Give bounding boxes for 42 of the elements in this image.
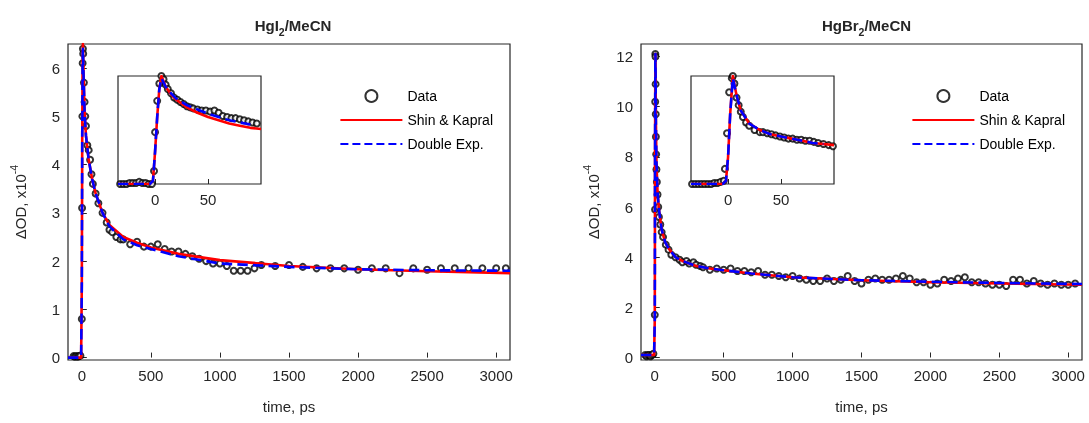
x-tick-label: 2500 [410, 367, 444, 384]
y-tick-label: 0 [51, 349, 60, 367]
y-tick-label: 10 [616, 98, 633, 116]
x-tick-label: 3000 [479, 367, 513, 384]
x-tick-label: 1500 [844, 367, 879, 384]
y-tick-label: 4 [624, 248, 633, 266]
x-tick-label: 50 [772, 191, 790, 208]
x-tick-label: 0 [650, 367, 659, 384]
y-tick-label: 1 [51, 300, 60, 318]
y-tick-label: 4 [51, 156, 60, 174]
y-axis-title: ΔOD, x10-4 [580, 164, 602, 240]
x-tick-label: 0 [77, 367, 86, 384]
x-tick-label: 3000 [1051, 367, 1085, 384]
legend-label: Double Exp. [979, 136, 1056, 152]
legend-label: Shin & Kapral [407, 112, 493, 128]
x-tick-label: 500 [711, 367, 737, 384]
x-tick-label: 1500 [272, 367, 306, 384]
x-tick-label: 2000 [913, 367, 948, 384]
y-tick-label: 2 [624, 298, 633, 316]
y-tick-label: 0 [624, 348, 633, 366]
x-tick-label: 2500 [982, 367, 1016, 384]
x-tick-label: 2000 [341, 367, 375, 384]
x-tick-label: 1000 [775, 367, 810, 384]
y-tick-label: 12 [616, 48, 633, 66]
x-axis-title: time, ps [835, 397, 888, 415]
y-tick-label: 5 [51, 107, 60, 125]
x-tick-label: 0 [723, 191, 733, 208]
y-tick-label: 2 [51, 252, 60, 270]
y-tick-label: 6 [51, 59, 60, 77]
legend-label: Double Exp. [407, 136, 484, 152]
x-tick-label: 50 [199, 191, 217, 208]
x-axis-title: time, ps [262, 397, 316, 415]
y-tick-label: 3 [51, 204, 60, 222]
y-tick-label: 8 [624, 148, 633, 166]
legend-label: Data [407, 88, 438, 104]
y-axis-title: ΔOD, x10-4 [7, 164, 29, 240]
legend-label: Data [979, 88, 1010, 104]
legend-label: Shin & Kapral [979, 112, 1065, 128]
x-tick-label: 1000 [203, 367, 237, 384]
x-tick-label: 500 [138, 367, 164, 384]
x-tick-label: 0 [150, 191, 160, 208]
y-tick-label: 6 [624, 198, 633, 216]
